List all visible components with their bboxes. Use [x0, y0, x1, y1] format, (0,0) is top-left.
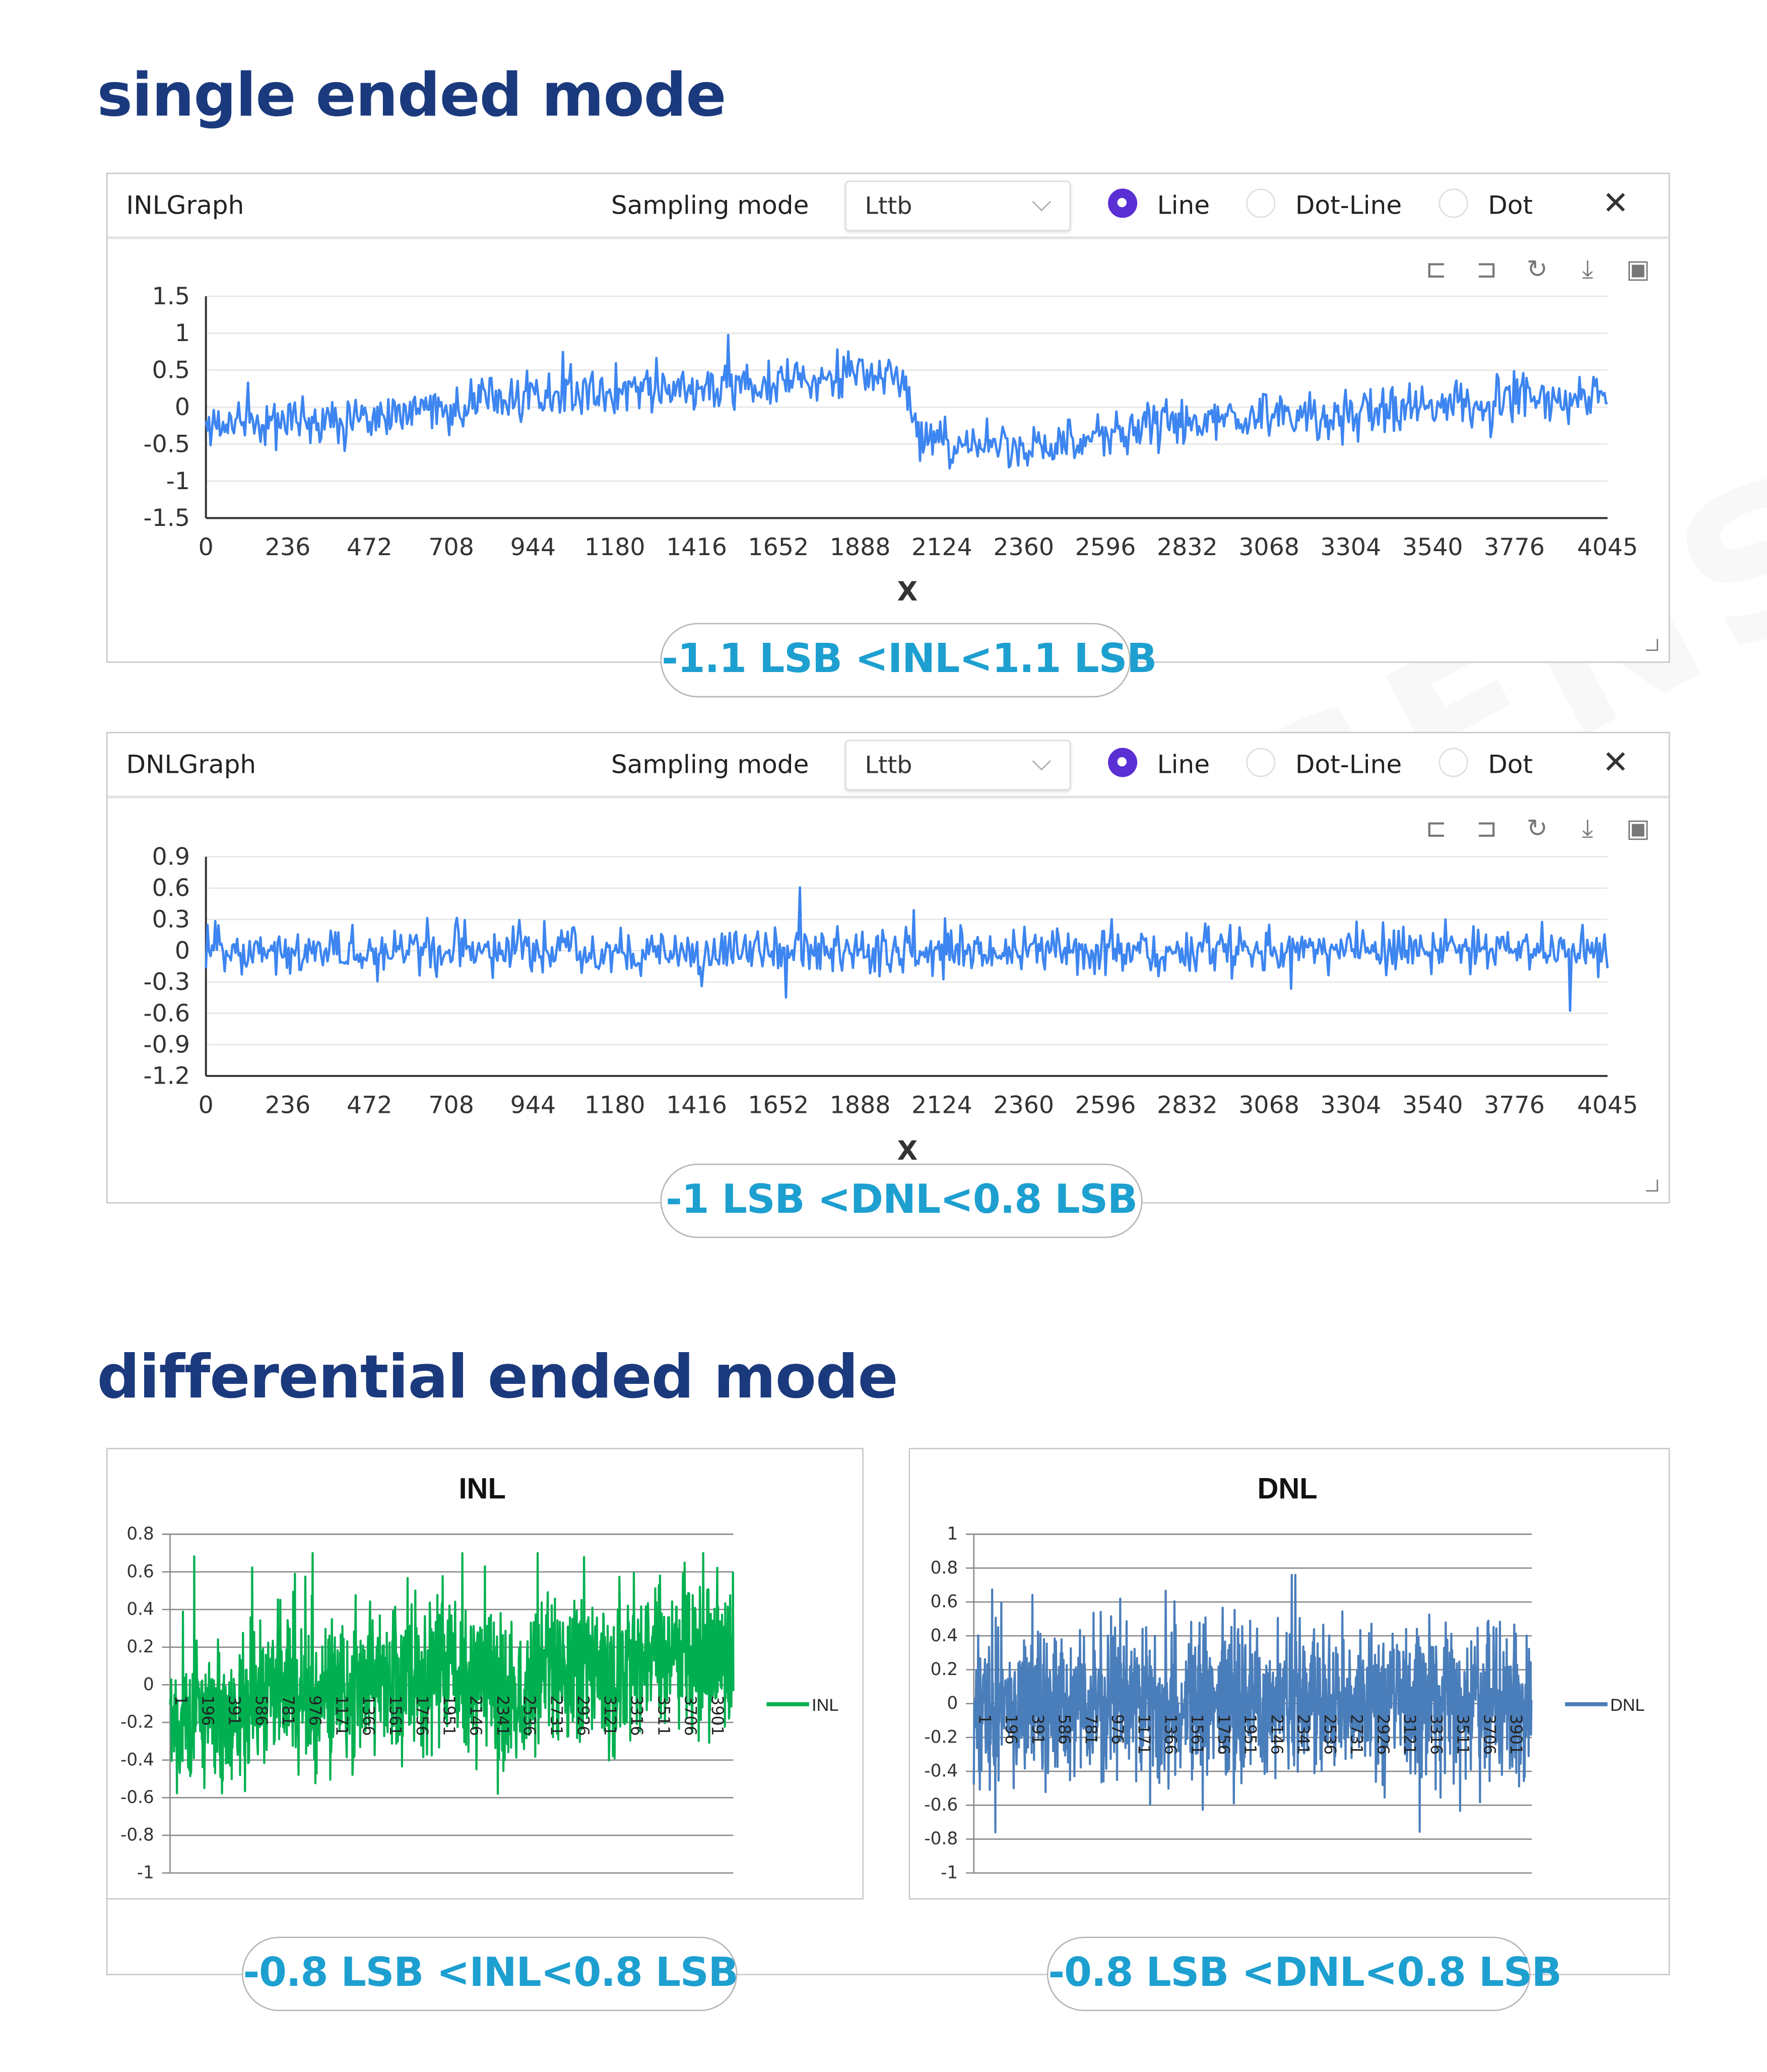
- inl-graph-panel: INLGraph Sampling mode Lttb Line Dot-Lin…: [106, 172, 1670, 663]
- section-title-single: single ended mode: [97, 59, 726, 130]
- resize-handle-icon[interactable]: [1646, 639, 1658, 651]
- radio-label-dot-line[interactable]: Dot-Line: [1295, 191, 1402, 221]
- chevron-down-icon: [1032, 752, 1051, 771]
- select-value: Lttb: [865, 192, 912, 221]
- sampling-mode-select[interactable]: Lttb: [845, 180, 1071, 231]
- chart-toolbar: ⊏ ⊐ ↻ ⤓ ▣: [1421, 256, 1653, 286]
- panel-title: INLGraph: [126, 191, 244, 221]
- close-icon[interactable]: ✕: [1602, 184, 1629, 222]
- diff-inl-result-badge: -0.8 LSB <INL<0.8 LSB: [241, 1936, 739, 2012]
- resize-handle-icon[interactable]: [1646, 1179, 1658, 1192]
- differential-frame: [106, 1897, 1670, 1975]
- radio-label-line[interactable]: Line: [1157, 191, 1210, 221]
- section-title-differential: differential ended mode: [97, 1342, 898, 1412]
- zoom-reset-icon[interactable]: ⊐: [1476, 815, 1497, 844]
- download-icon[interactable]: ⤓: [1582, 815, 1594, 844]
- radio-dot[interactable]: [1438, 188, 1468, 218]
- radio-dot-line[interactable]: [1246, 748, 1276, 777]
- chevron-down-icon: [1032, 192, 1051, 212]
- radio-label-dot[interactable]: Dot: [1488, 191, 1533, 221]
- diff-dnl-result-badge: -0.8 LSB <DNL<0.8 LSB: [1046, 1936, 1562, 2012]
- save-icon[interactable]: ▣: [1626, 256, 1650, 285]
- radio-label-dot[interactable]: Dot: [1488, 750, 1533, 780]
- diff-inl-chart-box: [106, 1448, 864, 1900]
- radio-line[interactable]: [1108, 188, 1138, 218]
- restore-icon[interactable]: ↻: [1526, 256, 1548, 285]
- chart-toolbar: ⊏ ⊐ ↻ ⤓ ▣: [1421, 816, 1653, 845]
- select-value: Lttb: [865, 752, 912, 780]
- radio-label-line[interactable]: Line: [1157, 750, 1210, 780]
- dnl-graph-panel: DNLGraph Sampling mode Lttb Line Dot-Lin…: [106, 731, 1670, 1204]
- radio-line[interactable]: [1108, 748, 1138, 777]
- sampling-mode-label: Sampling mode: [611, 191, 809, 221]
- zoom-select-icon[interactable]: ⊏: [1425, 256, 1447, 285]
- sampling-mode-select[interactable]: Lttb: [845, 740, 1071, 790]
- sampling-mode-label: Sampling mode: [611, 750, 809, 780]
- panel-header: DNLGraph Sampling mode Lttb Line Dot-Lin…: [107, 733, 1669, 798]
- zoom-select-icon[interactable]: ⊏: [1425, 815, 1447, 844]
- diff-dnl-chart-box: [908, 1448, 1670, 1900]
- radio-dot[interactable]: [1438, 748, 1468, 777]
- radio-label-dot-line[interactable]: Dot-Line: [1295, 750, 1402, 780]
- download-icon[interactable]: ⤓: [1582, 256, 1594, 285]
- restore-icon[interactable]: ↻: [1526, 815, 1548, 844]
- dnl-result-badge: -1 LSB <DNL<0.8 LSB: [660, 1163, 1143, 1238]
- radio-dot-line[interactable]: [1246, 188, 1276, 218]
- close-icon[interactable]: ✕: [1602, 744, 1629, 781]
- save-icon[interactable]: ▣: [1626, 815, 1650, 844]
- inl-result-badge: -1.1 LSB <INL<1.1 LSB: [660, 623, 1157, 698]
- panel-title: DNLGraph: [126, 750, 256, 780]
- zoom-reset-icon[interactable]: ⊐: [1476, 256, 1497, 285]
- panel-header: INLGraph Sampling mode Lttb Line Dot-Lin…: [107, 174, 1669, 239]
